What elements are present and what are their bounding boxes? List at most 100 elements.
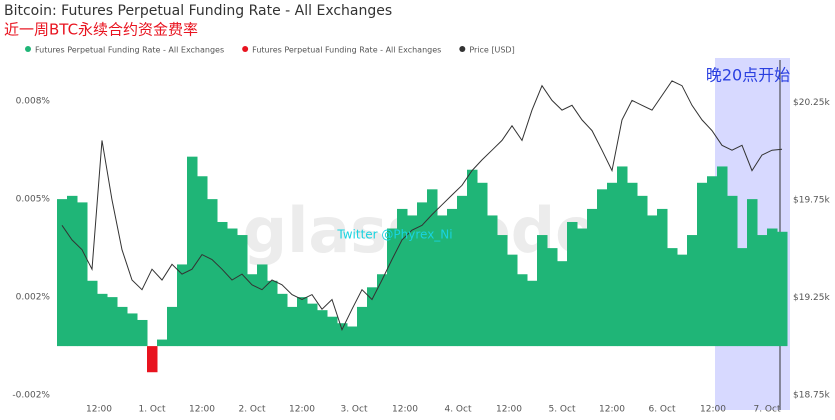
y2-tick-label: $19.75k: [793, 195, 830, 205]
bar: [587, 208, 598, 347]
bar: [117, 306, 128, 347]
bar: [307, 303, 318, 347]
bar: [357, 306, 368, 347]
x-tick-label: 12:00: [700, 405, 726, 415]
bar: [717, 166, 728, 347]
bar: [77, 202, 88, 347]
legend-label: Price [USD]: [469, 46, 514, 55]
bar: [257, 264, 268, 347]
bar: [187, 156, 198, 347]
x-tick-label: 4. Oct: [444, 405, 471, 415]
bar: [377, 274, 388, 347]
bar: [207, 199, 218, 347]
bar: [487, 215, 498, 347]
bar: [427, 189, 438, 347]
bar: [687, 235, 698, 347]
bar: [627, 182, 638, 347]
bar: [777, 231, 788, 347]
y-tick-label: -0.002%: [12, 391, 50, 401]
bar: [667, 248, 678, 347]
price-line: [61, 80, 783, 332]
chart-subtitle: 近一周BTC永续合约资金费率: [4, 21, 198, 39]
bar: [537, 235, 548, 347]
bar: [367, 287, 378, 347]
y2-tick-label: $18.75k: [793, 391, 830, 401]
bar: [267, 280, 278, 347]
x-tick-label: 6. Oct: [648, 405, 675, 415]
bar: [107, 297, 118, 347]
x-tick-label: 2. Oct: [238, 405, 265, 415]
annotation: 晚20点开始: [706, 66, 790, 85]
bar: [767, 228, 778, 347]
x-tick-label: 3. Oct: [340, 405, 367, 415]
bar: [437, 215, 448, 347]
bar: [557, 261, 568, 347]
x-tick-label: 5. Oct: [548, 405, 575, 415]
bar: [567, 221, 578, 347]
y-tick-label: 0.002%: [16, 293, 51, 303]
bar: [407, 215, 418, 347]
legend-label: Futures Perpetual Funding Rate - All Exc…: [35, 46, 224, 55]
bar: [287, 306, 298, 347]
bar: [517, 274, 528, 347]
legend-marker: [242, 46, 249, 52]
bar: [197, 176, 208, 347]
bar: [497, 235, 508, 347]
bar: [347, 326, 358, 347]
bar: [527, 280, 538, 347]
bar: [417, 202, 428, 347]
bar: [317, 310, 328, 347]
chart-title: Bitcoin: Futures Perpetual Funding Rate …: [4, 3, 392, 19]
y2-tick-label: $19.25k: [793, 293, 830, 303]
bar: [137, 319, 148, 347]
bar: [157, 339, 168, 347]
y-tick-label: 0.008%: [16, 97, 51, 107]
bar: [97, 293, 108, 347]
bar: [577, 228, 588, 347]
bar: [447, 208, 458, 347]
legend-marker: [459, 46, 466, 52]
bar: [227, 228, 238, 347]
bar: [597, 189, 608, 347]
bar: [167, 306, 178, 347]
bar: [637, 195, 648, 347]
bar: [397, 208, 408, 347]
bar: [217, 221, 228, 347]
x-tick-label: 12:00: [392, 405, 418, 415]
bar: [647, 215, 658, 347]
x-tick-label: 12:00: [86, 405, 112, 415]
x-tick-label: 12:00: [289, 405, 315, 415]
bar: [707, 176, 718, 347]
bar: [237, 235, 248, 347]
bar: [677, 254, 688, 347]
bar: [697, 182, 708, 347]
bar: [327, 316, 338, 347]
x-tick-label: 1. Oct: [138, 405, 165, 415]
bar: [747, 199, 758, 347]
bar: [57, 199, 68, 347]
y2-tick-label: $20.25k: [793, 98, 830, 108]
bar: [617, 166, 628, 347]
bar: [467, 169, 478, 347]
bar: [337, 323, 348, 347]
plot: -0.002% 0.002% 0.005% 0.008% $18.75k $19.25k $…: [12, 80, 830, 415]
bar: [457, 195, 468, 347]
bar: [507, 254, 518, 347]
bar: [727, 195, 738, 347]
bar: [67, 195, 78, 347]
legend-marker: [25, 46, 31, 52]
bar: [147, 346, 158, 373]
bar: [737, 248, 748, 347]
legend: Futures Perpetual Funding Rate - All Exc…: [25, 46, 515, 55]
bar: [127, 313, 138, 347]
bar: [277, 293, 288, 347]
x-tick-label: 7. Oct: [753, 405, 780, 415]
bar: [657, 208, 668, 347]
x-tick-label: 12:00: [189, 405, 215, 415]
legend-label: Futures Perpetual Funding Rate - All Exc…: [252, 46, 441, 55]
bar: [177, 264, 188, 347]
y-tick-label: 0.005%: [16, 195, 51, 205]
bar: [477, 182, 488, 347]
bar: [757, 235, 768, 347]
